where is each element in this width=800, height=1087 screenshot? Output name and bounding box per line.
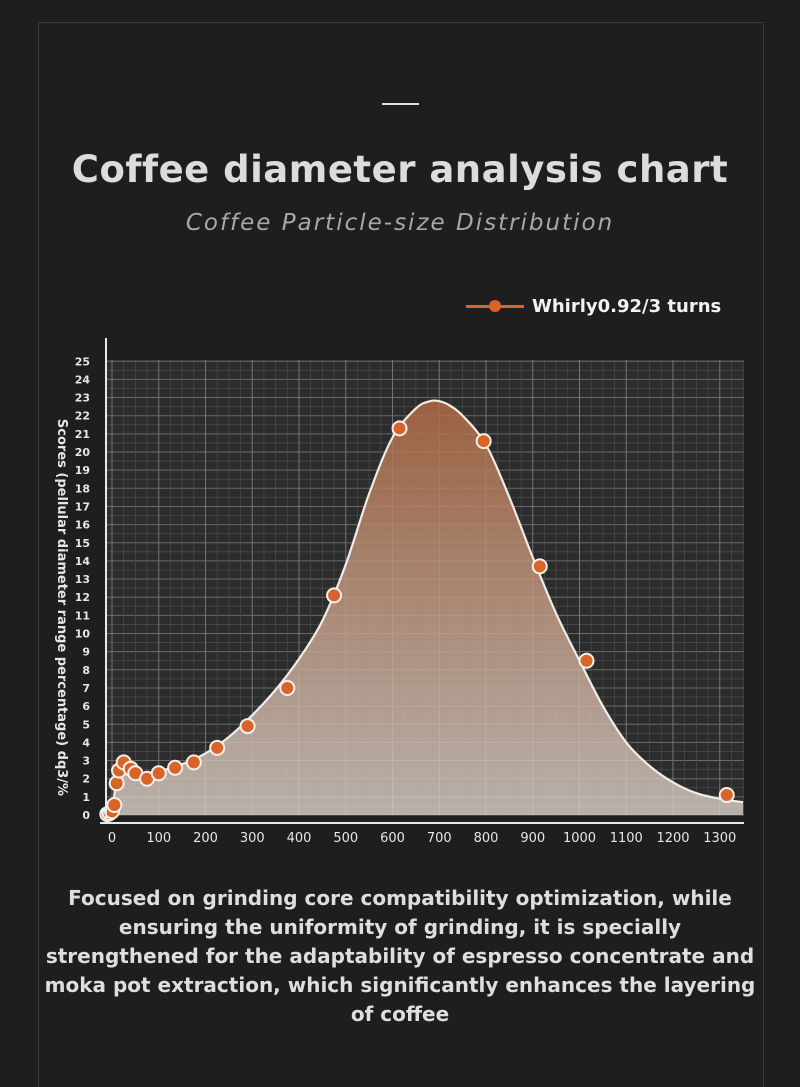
data-point (475, 433, 492, 450)
particle-size-chart: 0123456789101112131415161718192021222324… (54, 338, 744, 846)
y-tick-label: 15 (75, 537, 90, 550)
page-subtitle: Coffee Particle-size Distribution (185, 210, 615, 236)
y-tick-label: 16 (75, 519, 91, 532)
decorative-divider (382, 103, 419, 105)
content-frame (38, 22, 764, 1087)
data-point (106, 797, 123, 814)
data-point (150, 765, 167, 782)
y-tick-label: 3 (82, 755, 90, 768)
y-tick-label: 1 (82, 791, 90, 804)
description-text: Focused on grinding core compatibility o… (44, 886, 756, 1026)
x-tick-label: 1100 (610, 831, 643, 846)
y-tick-label: 5 (82, 718, 90, 731)
x-tick-label: 500 (333, 831, 358, 846)
data-point (279, 679, 296, 696)
y-tick-label: 25 (75, 355, 90, 368)
x-tick-label: 1000 (563, 831, 596, 846)
y-tick-label: 4 (82, 736, 90, 749)
y-tick-label: 6 (82, 700, 90, 713)
data-point (391, 420, 408, 437)
x-tick-label: 1300 (703, 831, 736, 846)
x-tick-label: 600 (380, 831, 405, 846)
data-point (108, 775, 125, 792)
x-tick-label: 700 (427, 831, 452, 846)
x-tick-label: 100 (146, 831, 171, 846)
y-tick-label: 20 (75, 446, 91, 459)
data-point (239, 718, 256, 735)
data-point (185, 754, 202, 771)
y-tick-label: 18 (75, 482, 90, 495)
y-tick-label: 2 (82, 773, 90, 786)
data-point (326, 587, 343, 604)
y-tick-label: 24 (75, 373, 91, 386)
x-tick-label: 200 (193, 831, 218, 846)
y-tick-label: 13 (75, 573, 90, 586)
y-tick-label: 9 (82, 646, 90, 659)
y-axis-label: Scores (pellular diameter range percenta… (54, 419, 69, 796)
data-point (209, 739, 226, 756)
area-fill (107, 400, 744, 815)
data-point (578, 652, 595, 669)
y-tick-label: 10 (75, 628, 91, 641)
x-tick-label: 900 (520, 831, 545, 846)
x-tick-label: 800 (474, 831, 499, 846)
data-point (167, 759, 184, 776)
x-tick-label: 1200 (656, 831, 689, 846)
y-tick-label: 7 (82, 682, 90, 695)
legend-marker-icon (466, 293, 524, 319)
y-tick-label: 17 (75, 500, 90, 513)
page-title: Coffee diameter analysis chart (71, 148, 729, 191)
y-tick-label: 8 (82, 664, 90, 677)
y-tick-label: 21 (75, 428, 90, 441)
data-point (531, 558, 548, 575)
y-tick-label: 23 (75, 392, 90, 405)
x-tick-label: 0 (108, 831, 116, 846)
chart-legend: Whirly0.92/3 turns (466, 293, 721, 319)
y-tick-label: 22 (75, 410, 90, 423)
y-tick-label: 11 (75, 609, 90, 622)
y-tick-label: 12 (75, 591, 90, 604)
data-point (718, 787, 735, 804)
y-tick-label: 14 (75, 555, 91, 568)
x-tick-label: 400 (287, 831, 312, 846)
y-tick-label: 19 (75, 464, 90, 477)
x-tick-label: 300 (240, 831, 265, 846)
legend-label: Whirly0.92/3 turns (532, 295, 722, 317)
y-tick-label: 0 (82, 809, 90, 822)
